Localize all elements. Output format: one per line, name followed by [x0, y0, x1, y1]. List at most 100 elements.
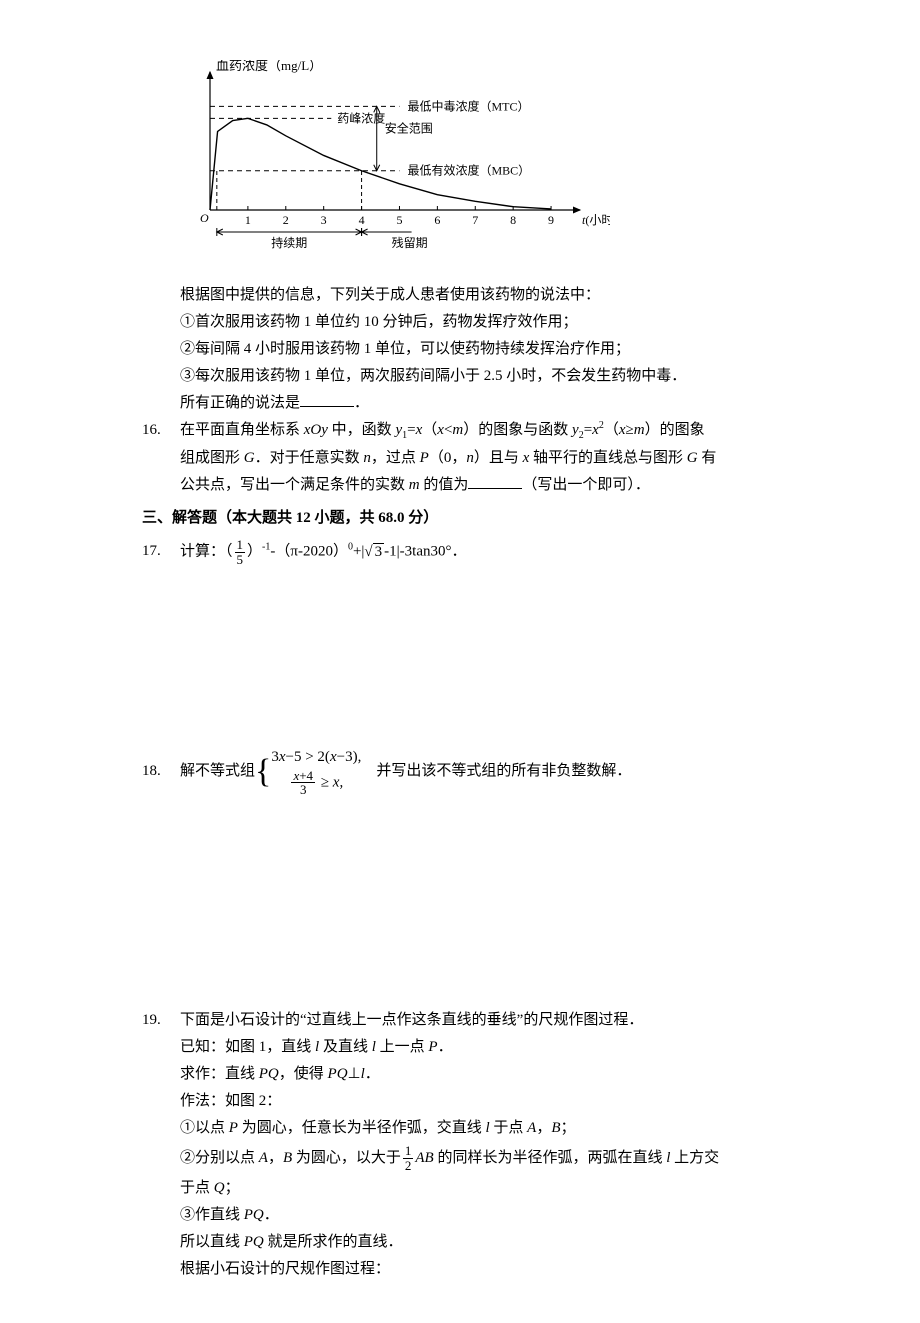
- q16-l3a: 公共点，写出一个满足条件的实数: [180, 477, 409, 493]
- q18-r2d: 3: [291, 783, 315, 797]
- q18-row1: 3x−5 > 2(x−3),: [271, 746, 361, 769]
- q16-G: G: [244, 450, 255, 466]
- q17-sqrt: 3: [364, 539, 384, 566]
- workspace-gap-2b: [70, 977, 850, 1007]
- q19-l8b: PQ: [244, 1207, 264, 1223]
- q16-l2a: 组成图形: [180, 450, 244, 466]
- q19-l5b: P: [229, 1120, 238, 1136]
- q16: 16. 在平面直角坐标系 xOy 中，函数 y1=x（x<m）的图象与函数 y2…: [70, 417, 850, 499]
- q18-r2r: ≥: [317, 774, 333, 790]
- svg-text:2: 2: [283, 213, 289, 227]
- q19-l6b: A: [259, 1150, 268, 1166]
- q15-s4: 所有正确的说法是 ．: [180, 390, 850, 417]
- q19-l8c: ．: [264, 1207, 279, 1223]
- q16-c2d: m: [634, 422, 645, 438]
- q17-pre: 计算：（: [180, 544, 233, 560]
- q16-n2: n: [466, 450, 474, 466]
- q17-mid3: +|: [353, 544, 364, 560]
- workspace-gap-1: [70, 566, 850, 746]
- svg-text:残留期: 残留期: [392, 236, 428, 250]
- q16-eq1: =: [407, 422, 415, 438]
- q17-sqrt-body: 3: [373, 543, 385, 560]
- q16-c2c: ≥: [626, 422, 634, 438]
- svg-text:持续期: 持续期: [271, 235, 307, 250]
- q18-frac-num: x+4: [291, 769, 315, 784]
- q19-l5h: B: [551, 1120, 560, 1136]
- q16-t2: 中，函数: [328, 422, 396, 438]
- blank-fill: [300, 391, 354, 407]
- q18-system: 3x−5 > 2(x−3), x+43 ≥ x,: [271, 746, 361, 797]
- q19-l5: ①以点 P 为圆心，任意长为半径作弧，交直线 l 于点 A，B；: [180, 1115, 850, 1142]
- q16-y2: y: [572, 422, 579, 438]
- pharmacokinetic-chart: 123456789O血药浓度（mg/L）t(小时)最低中毒浓度（MTC）药峰浓度…: [180, 60, 850, 270]
- q19-l6a: ②分别以点: [180, 1150, 259, 1166]
- q16-num: 16.: [142, 417, 180, 444]
- svg-text:1: 1: [245, 213, 251, 227]
- q19-l7b: Q: [214, 1180, 225, 1196]
- q15-s4a: 所有正确的说法是: [180, 395, 300, 411]
- svg-text:安全范围: 安全范围: [385, 121, 433, 136]
- q16-G2: G: [687, 450, 698, 466]
- q19: 19. 下面是小石设计的“过直线上一点作这条直线的垂线”的尺规作图过程． 已知：…: [70, 1007, 850, 1283]
- q19-l9: 所以直线 PQ 就是所求作的直线．: [180, 1229, 850, 1256]
- q18-r1a: 3: [271, 749, 279, 765]
- q18-r2e: ,: [339, 774, 343, 790]
- q16-l2f: 轴平行的直线总与图形: [529, 450, 687, 466]
- workspace-gap-2: [70, 797, 850, 977]
- q18-pre: 解不等式组: [180, 763, 255, 779]
- svg-text:血药浓度（mg/L）: 血药浓度（mg/L）: [216, 60, 322, 73]
- left-brace-icon: {: [255, 755, 271, 789]
- q19-body: 下面是小石设计的“过直线上一点作这条直线的垂线”的尺规作图过程． 已知：如图 1…: [180, 1007, 850, 1283]
- q19-l6c: ，: [268, 1150, 283, 1166]
- q16-n1: n: [363, 450, 371, 466]
- q19-l6f: AB: [415, 1150, 433, 1166]
- q16-P: P: [420, 450, 429, 466]
- q17-mid1: ）: [247, 544, 262, 560]
- q18-num: 18.: [142, 758, 180, 785]
- q18-body: 解不等式组{ 3x−5 > 2(x−3), x+43 ≥ x, 并写出该不等式组…: [180, 746, 850, 797]
- q19-num: 19.: [142, 1007, 180, 1034]
- q18-row2: x+43 ≥ x,: [271, 769, 361, 797]
- q17-frac-num: 1: [235, 538, 246, 553]
- q15-s4b: ．: [354, 395, 369, 411]
- q19-l9a: 所以直线: [180, 1234, 244, 1250]
- q17-frac-den: 5: [235, 553, 246, 567]
- q19-l7c: ；: [225, 1180, 240, 1196]
- q19-l3b: PQ: [259, 1066, 279, 1082]
- q16-c2e: ）的图象: [645, 422, 705, 438]
- q15-s1: ①首次服用该药物 1 单位约 10 分钟后，药物发挥疗效作用；: [180, 309, 850, 336]
- q19-l2: 已知：如图 1，直线 l 及直线 l 上一点 P．: [180, 1034, 850, 1061]
- q19-l6d: B: [283, 1150, 292, 1166]
- svg-text:最低中毒浓度（MTC）: 最低中毒浓度（MTC）: [407, 98, 529, 113]
- q18-r1e: −3),: [337, 749, 362, 765]
- q19-l3g: ．: [365, 1066, 380, 1082]
- q19-l10: 根据小石设计的尺规作图过程：: [180, 1256, 850, 1283]
- q19-l2g: ．: [438, 1039, 453, 1055]
- q15-s3: ③每次服用该药物 1 单位，两次服药间隔小于 2.5 小时，不会发生药物中毒．: [180, 363, 850, 390]
- q19-l9b: PQ: [244, 1234, 264, 1250]
- svg-text:t(小时): t(小时): [582, 213, 610, 227]
- q19-l2a: 已知：如图 1，直线: [180, 1039, 315, 1055]
- svg-text:3: 3: [321, 213, 327, 227]
- q18-r1d: x: [330, 749, 337, 765]
- svg-text:7: 7: [472, 213, 478, 227]
- q19-frac: 12: [403, 1144, 414, 1172]
- q19-l9c: 就是所求作的直线．: [264, 1234, 403, 1250]
- q19-l2c: 及直线: [319, 1039, 372, 1055]
- q16-l2b: ．对于任意实数: [255, 450, 364, 466]
- q15-intro: 根据图中提供的信息，下列关于成人患者使用该药物的说法中：: [180, 282, 850, 309]
- q17-body: 计算：（15）-1-（π-2020）0+|3-1|-3tan30°．: [180, 538, 850, 566]
- q16-c1b: x: [437, 422, 444, 438]
- q19-l2f: P: [428, 1039, 437, 1055]
- q19-l7a: 于点: [180, 1180, 214, 1196]
- q17-frac: 15: [235, 538, 246, 566]
- q16-xoy: xOy: [304, 422, 328, 438]
- q19-l6e: 为圆心，以大于: [292, 1150, 401, 1166]
- svg-text:9: 9: [548, 213, 554, 227]
- q16-c1a: （: [422, 422, 437, 438]
- q16-c1e: ）的图象与函数: [463, 422, 572, 438]
- blank-fill-2: [468, 473, 522, 489]
- q19-l5a: ①以点: [180, 1120, 229, 1136]
- q17-num: 17.: [142, 538, 180, 565]
- q19-frac-den: 2: [403, 1159, 414, 1173]
